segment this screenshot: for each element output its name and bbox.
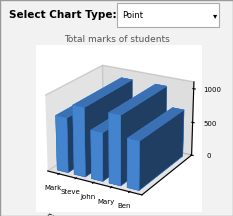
- FancyBboxPatch shape: [116, 3, 219, 27]
- X-axis label: Student Name: Student Name: [45, 213, 101, 216]
- Text: Point: Point: [122, 11, 143, 20]
- Text: ▾: ▾: [213, 11, 218, 20]
- Text: Select Chart Type:: Select Chart Type:: [9, 10, 117, 20]
- Text: Total marks of students: Total marks of students: [64, 35, 169, 44]
